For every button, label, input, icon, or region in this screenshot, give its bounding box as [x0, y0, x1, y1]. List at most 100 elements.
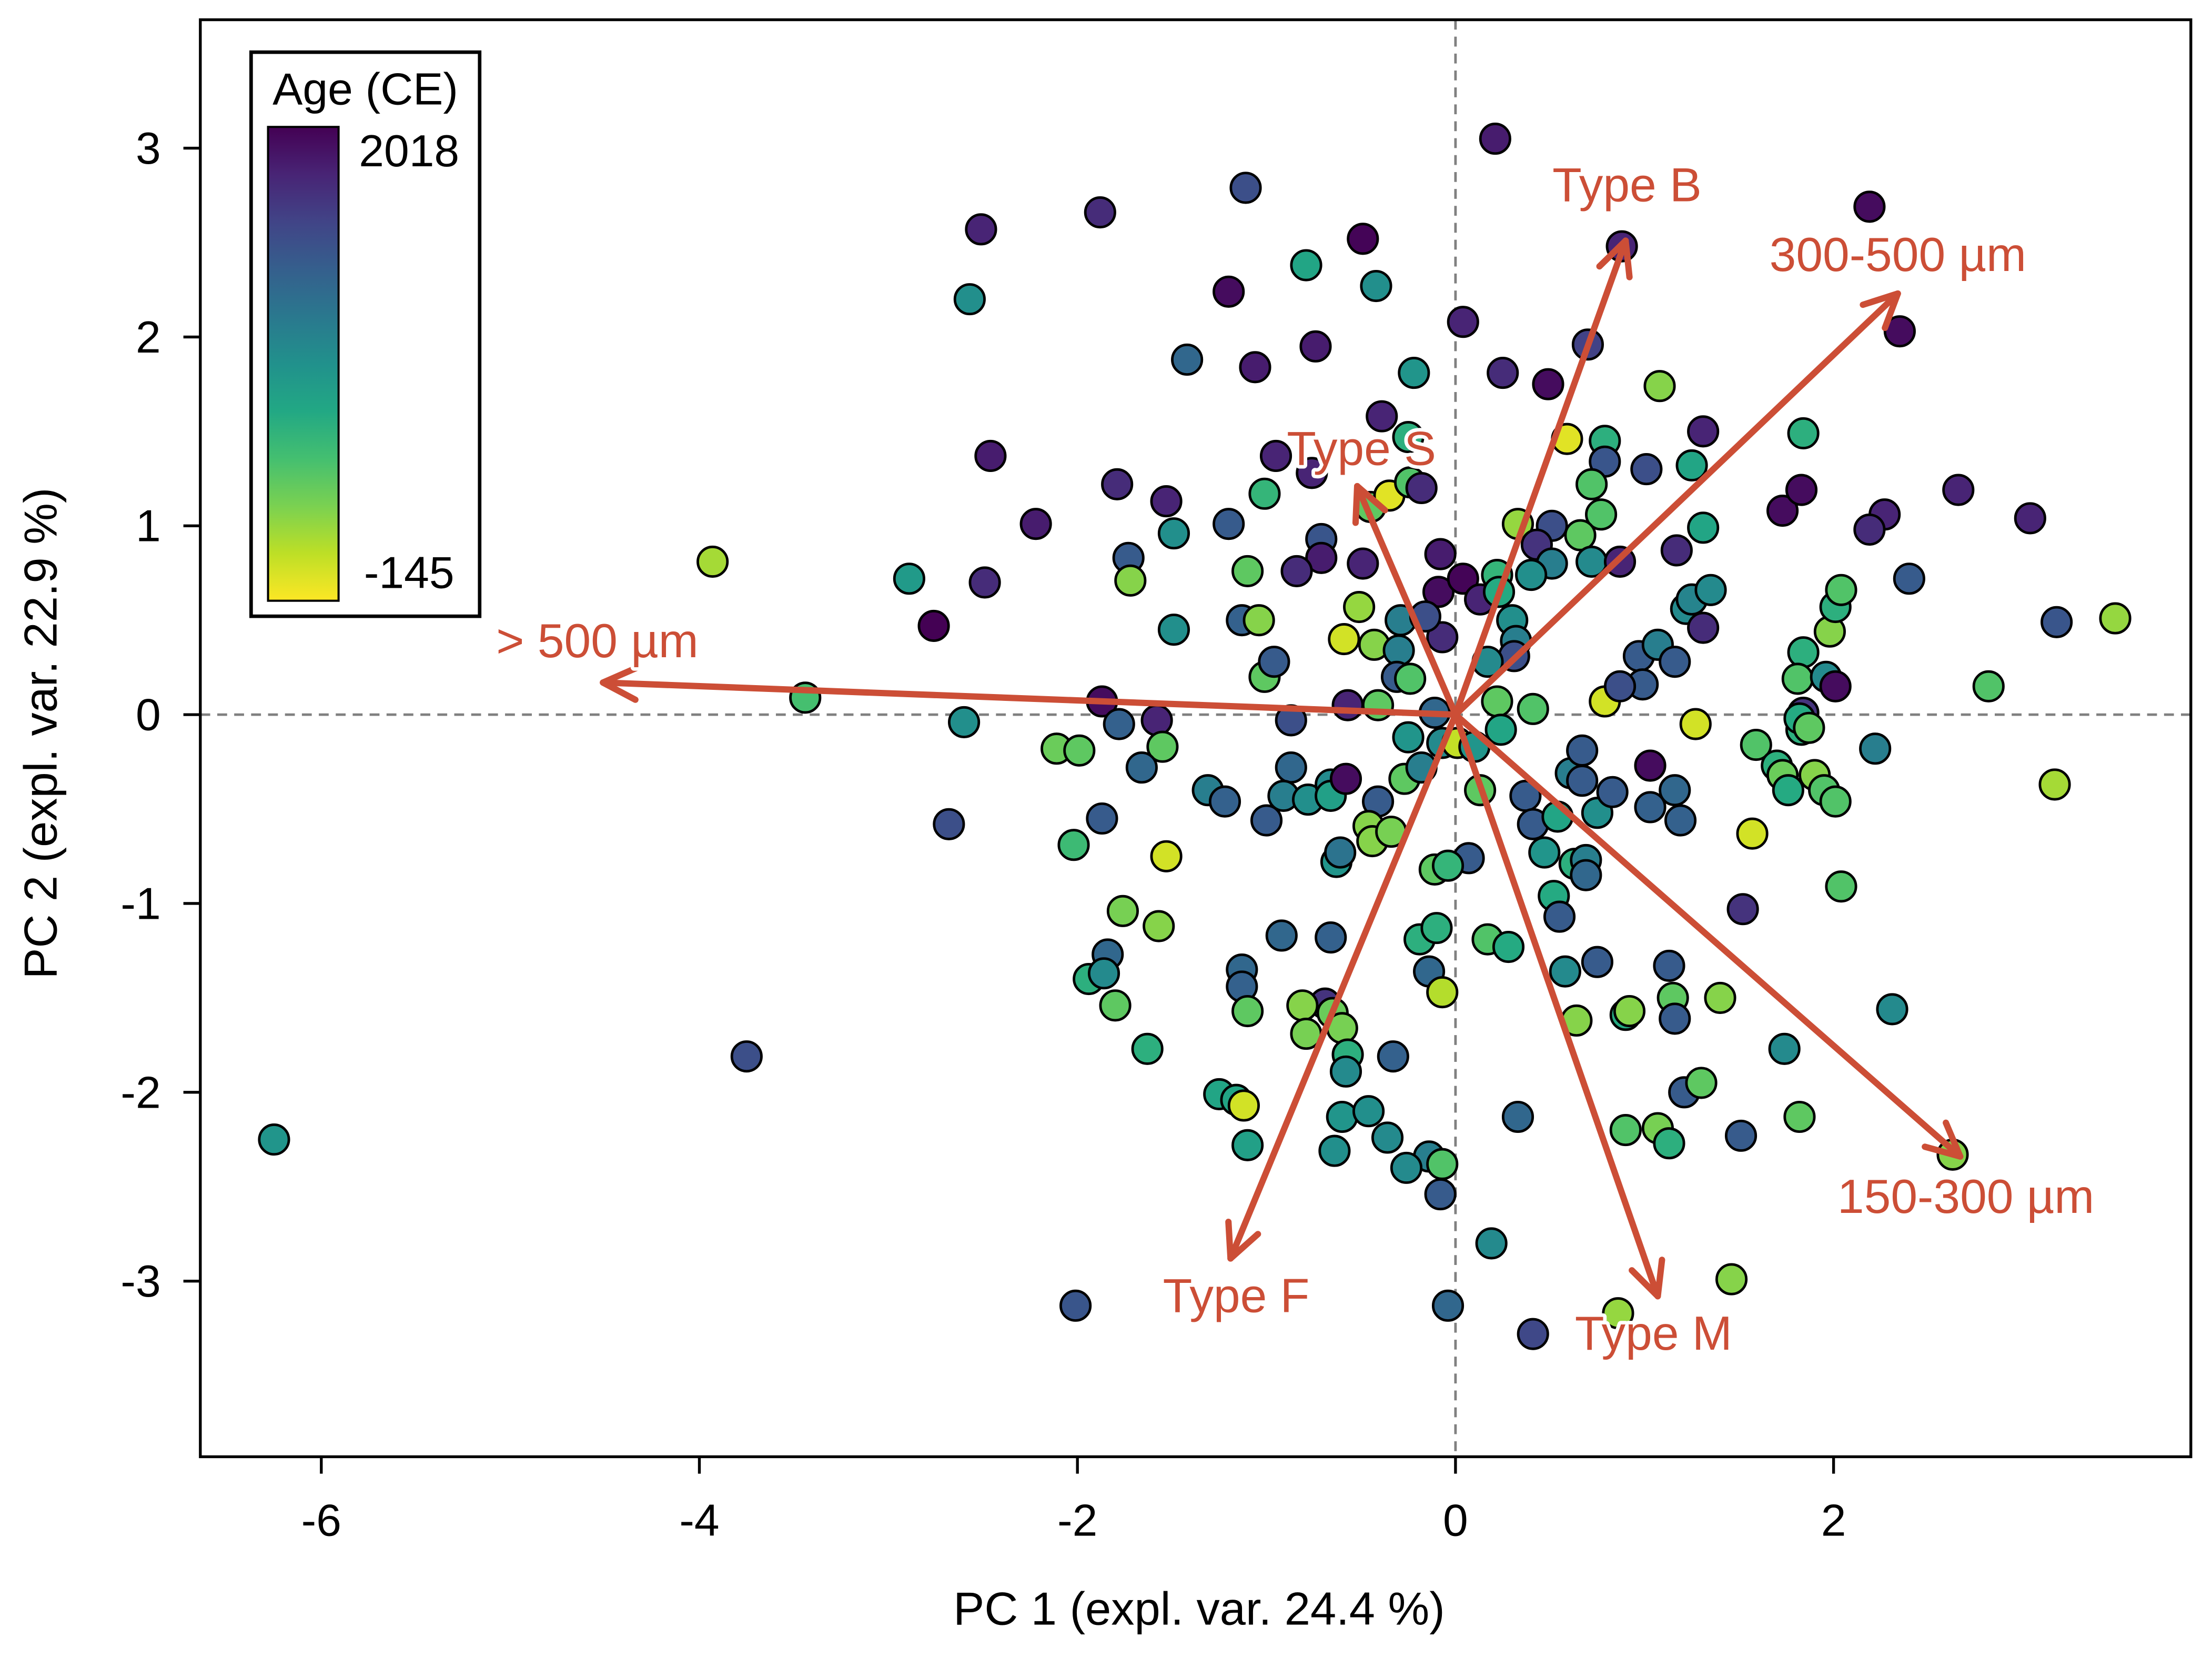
data-point [1063, 734, 1096, 767]
data-point [1248, 477, 1281, 510]
colorbar-min-label: -145 [364, 548, 454, 598]
data-point [1258, 646, 1290, 678]
data-point [1517, 1318, 1549, 1350]
data-point [1390, 1151, 1423, 1184]
data-point [696, 545, 729, 578]
data-point [1659, 1002, 1691, 1035]
data-point [1517, 692, 1549, 725]
arrow-shaft [1227, 711, 1459, 1262]
data-point [1740, 728, 1772, 761]
data-point [1131, 1032, 1164, 1065]
data-point [1143, 910, 1175, 942]
loading-label: Type S [1287, 422, 1436, 476]
data-point [1585, 498, 1618, 531]
data-point [1487, 357, 1519, 389]
data-point [730, 1040, 763, 1073]
data-point [933, 808, 965, 840]
data-point [1643, 370, 1676, 403]
x-tick-label: -6 [301, 1495, 341, 1546]
loading-label: > 500 µm [496, 614, 698, 668]
data-point [1329, 762, 1362, 795]
arrow-shaft [1452, 711, 1964, 1160]
data-point [1570, 859, 1602, 891]
data-point [1347, 547, 1379, 580]
scatter-points [258, 123, 2132, 1350]
loading-label: Type M [1575, 1307, 1732, 1360]
data-point [1785, 474, 1818, 506]
data-point [1275, 751, 1307, 784]
x-tick-label: 2 [1821, 1495, 1846, 1546]
loading-arrow: Type S [1284, 418, 1459, 718]
data-point [1660, 534, 1693, 567]
data-point [1424, 1178, 1457, 1211]
data-point [1125, 751, 1158, 784]
data-point [1243, 604, 1275, 637]
arrow-head [1922, 1119, 1964, 1160]
data-point [1475, 1227, 1508, 1260]
data-point [1265, 919, 1298, 952]
data-point [1481, 685, 1513, 718]
data-point [1366, 400, 1398, 433]
data-point [1394, 662, 1427, 695]
data-point [1146, 730, 1179, 763]
data-point [1405, 471, 1438, 505]
data-point [1259, 439, 1292, 473]
data-point [1687, 511, 1720, 544]
y-tick-label: 1 [136, 501, 161, 551]
data-point [1422, 576, 1455, 608]
data-point [1679, 708, 1712, 740]
data-point [1876, 993, 1908, 1026]
data-point [1532, 368, 1564, 400]
data-point [1675, 449, 1708, 481]
data-point [1653, 1127, 1685, 1160]
data-point [1398, 357, 1430, 389]
data-point [1361, 689, 1395, 721]
data-point [1150, 485, 1183, 518]
data-point [1331, 689, 1364, 721]
data-point [1787, 636, 1820, 669]
y-tick-label: 2 [136, 312, 161, 363]
data-point [1377, 1040, 1409, 1073]
data-point [1057, 829, 1090, 861]
loading-arrow: Type B [1452, 155, 1705, 718]
data-point [1231, 555, 1264, 587]
arrow-shaft [1452, 711, 1661, 1300]
data-point [1704, 981, 1736, 1014]
data-point [1286, 989, 1319, 1022]
data-point [1150, 840, 1183, 872]
data-point [2014, 502, 2046, 535]
data-point [1305, 541, 1338, 574]
arrow-head [1225, 1219, 1261, 1262]
arrow-shaft [1452, 290, 1901, 718]
y-axis-label: PC 2 (expl. var. 22.9 %) [14, 488, 66, 979]
data-point [1213, 275, 1245, 308]
data-point [1736, 817, 1769, 850]
data-point [1687, 415, 1720, 448]
data-point [1328, 623, 1360, 656]
colorbar-legend: Age (CE) 2018 -145 [249, 50, 482, 618]
data-point [1382, 634, 1415, 667]
data-point [1659, 646, 1691, 678]
data-point [1859, 732, 1892, 765]
data-point [1157, 517, 1190, 550]
data-point [1564, 519, 1597, 551]
data-point [1634, 749, 1666, 782]
data-point [1326, 1100, 1358, 1133]
data-point [1213, 508, 1245, 540]
loading-label: 300-500 µm [1770, 228, 2026, 282]
data-point [2099, 602, 2132, 635]
data-point [1099, 989, 1132, 1022]
data-point [1086, 802, 1118, 835]
data-point [1883, 315, 1916, 348]
data-point [1329, 1055, 1362, 1088]
loading-arrow: > 500 µm [493, 610, 1459, 718]
data-point [1781, 662, 1814, 695]
data-point [1296, 457, 1328, 489]
data-point [1724, 1119, 1758, 1152]
arrow-shaft [1452, 237, 1629, 718]
data-point [1549, 955, 1581, 988]
data-point [1893, 563, 1925, 595]
data-point [1106, 895, 1139, 927]
data-point [1208, 785, 1241, 818]
data-point [1231, 1129, 1264, 1161]
